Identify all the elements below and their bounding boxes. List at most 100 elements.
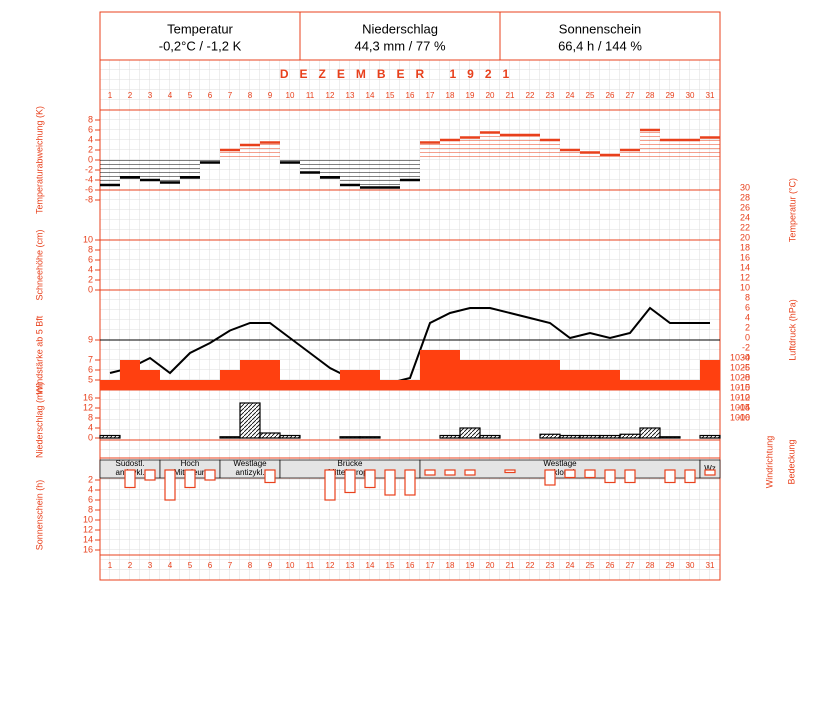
deviation-bar: [220, 150, 240, 160]
day-label: 17: [426, 561, 435, 570]
day-label: 21: [506, 561, 515, 570]
deviation-bar: [140, 160, 160, 180]
bar: [604, 469, 616, 484]
weather-type-label: Brücke: [338, 459, 363, 468]
day-label: 11: [306, 91, 315, 100]
bar: [264, 469, 276, 484]
y-tick-label: 1000: [730, 412, 750, 422]
bar: [360, 370, 380, 390]
bar: [364, 469, 376, 489]
bar: [479, 434, 501, 439]
y-tick-label: 4: [88, 422, 93, 432]
bar: [544, 469, 556, 486]
bar: [699, 434, 721, 439]
day-label: 24: [566, 91, 575, 100]
grid: [100, 60, 720, 580]
bar: [680, 380, 700, 390]
deviation-bar: [560, 150, 580, 160]
deviation-bar: [480, 132, 500, 160]
bar: [700, 360, 720, 390]
y-tick-label: 8: [745, 292, 750, 302]
deviation-bar: [700, 137, 720, 160]
y-tick-label: 2: [745, 322, 750, 332]
deviation-bar: [500, 135, 520, 160]
y-tick-label: 6: [88, 494, 93, 504]
y-tick-label: 0: [88, 284, 93, 294]
day-label: 8: [248, 561, 253, 570]
y-tick-label: 6: [88, 364, 93, 374]
bar: [160, 380, 180, 390]
y-tick-label: -16: [737, 412, 750, 422]
weather-type-label: Hoch: [181, 459, 200, 468]
bar: [704, 469, 716, 476]
deviation-bar: [260, 142, 280, 160]
bar: [439, 434, 461, 439]
bar: [124, 469, 136, 489]
day-label: 6: [208, 91, 213, 100]
y-tick-label: 0: [88, 432, 93, 442]
y-tick-label: 6: [88, 124, 93, 134]
y-tick-label: 12: [83, 524, 93, 534]
bar: [219, 436, 241, 439]
bar: [339, 436, 361, 439]
day-label: 27: [626, 561, 635, 570]
bar: [184, 469, 196, 489]
y-tick-label: -12: [737, 392, 750, 402]
y-tick-label: 2: [88, 474, 93, 484]
temperature-line: [109, 306, 710, 390]
bar: [344, 469, 356, 494]
axis-title: Niederschlag (mm): [34, 382, 44, 458]
bar: [404, 469, 416, 496]
day-label: 26: [606, 561, 615, 570]
day-label: 10: [286, 561, 295, 570]
axis-title: Luftdruck (hPa): [787, 299, 797, 361]
y-tick-label: 16: [83, 544, 93, 554]
y-tick-label: 6: [745, 302, 750, 312]
day-label: 4: [168, 561, 173, 570]
day-label: 18: [446, 91, 455, 100]
weather-type-label: Südostl.: [116, 459, 145, 468]
day-label: 29: [666, 91, 675, 100]
bar: [560, 370, 580, 390]
day-label: 2: [128, 561, 133, 570]
bar: [324, 469, 336, 501]
y-tick-label: 14: [83, 534, 93, 544]
bar: [260, 360, 280, 390]
y-tick-label: 4: [745, 312, 750, 322]
bar: [640, 380, 660, 390]
bar: [624, 469, 636, 484]
bar: [460, 360, 480, 390]
bar: [480, 360, 500, 390]
day-label: 8: [248, 91, 253, 100]
day-label: 31: [706, 561, 715, 570]
day-label: 12: [326, 561, 335, 570]
bar: [380, 380, 400, 390]
day-label: 3: [148, 561, 153, 570]
y-tick-label: 30: [740, 182, 750, 192]
bar: [580, 370, 600, 390]
y-tick-label: 8: [88, 504, 93, 514]
bar: [239, 402, 261, 439]
weather-type-label: Wz: [704, 464, 716, 473]
bar: [520, 360, 540, 390]
y-tick-label: 1020: [730, 372, 750, 382]
bar: [120, 360, 140, 390]
day-label: 28: [646, 91, 655, 100]
day-label: 7: [228, 91, 233, 100]
y-tick-label: 5: [88, 374, 93, 384]
deviation-bar: [120, 160, 140, 178]
y-tick-label: 26: [740, 202, 750, 212]
bar: [444, 469, 456, 476]
y-tick-label: 12: [83, 402, 93, 412]
day-label: 7: [228, 561, 233, 570]
bar: [204, 469, 216, 481]
day-label: 10: [286, 91, 295, 100]
deviation-bar: [240, 145, 260, 160]
bar: [279, 434, 301, 439]
y-tick-label: 2: [88, 274, 93, 284]
day-label: 21: [506, 91, 515, 100]
y-tick-label: 1030: [730, 352, 750, 362]
day-label: 20: [486, 561, 495, 570]
day-label: 3: [148, 91, 153, 100]
y-tick-label: 10: [83, 514, 93, 524]
